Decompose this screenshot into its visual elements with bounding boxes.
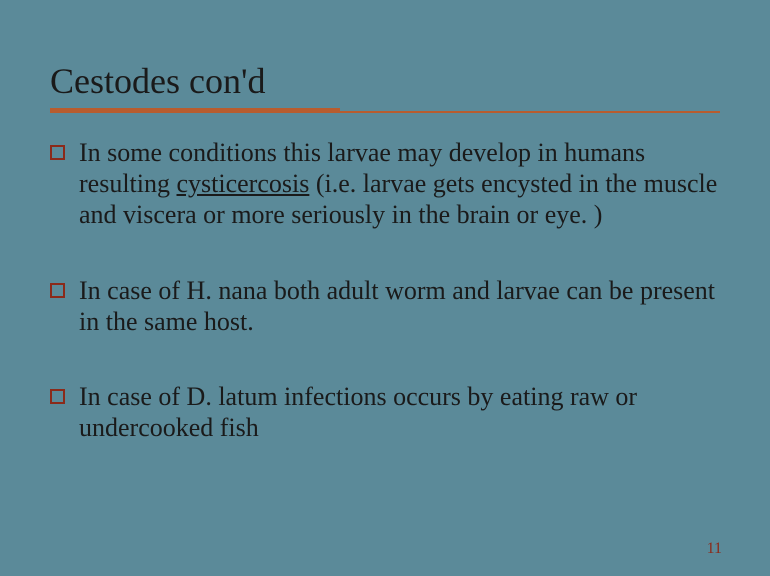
slide-container: Cestodes con'd In some conditions this l… xyxy=(0,0,770,576)
list-item: In some conditions this larvae may devel… xyxy=(50,137,720,231)
title-underline xyxy=(50,108,720,113)
page-number: 11 xyxy=(707,540,722,558)
bullet-list: In some conditions this larvae may devel… xyxy=(50,137,720,443)
bullet-text: In case of D. latum infections occurs by… xyxy=(79,381,720,443)
underline-thick xyxy=(50,108,340,113)
underline-thin xyxy=(340,111,720,113)
list-item: In case of H. nana both adult worm and l… xyxy=(50,275,720,337)
bullet-text: In some conditions this larvae may devel… xyxy=(79,137,720,231)
slide-title: Cestodes con'd xyxy=(50,60,720,102)
square-bullet-icon xyxy=(50,283,65,298)
bullet-pre: In case of D. latum infections occurs by… xyxy=(79,382,637,442)
list-item: In case of D. latum infections occurs by… xyxy=(50,381,720,443)
bullet-underlined: cysticercosis xyxy=(177,169,310,198)
bullet-pre: In case of H. nana both adult worm and l… xyxy=(79,276,715,336)
bullet-text: In case of H. nana both adult worm and l… xyxy=(79,275,720,337)
square-bullet-icon xyxy=(50,389,65,404)
square-bullet-icon xyxy=(50,145,65,160)
